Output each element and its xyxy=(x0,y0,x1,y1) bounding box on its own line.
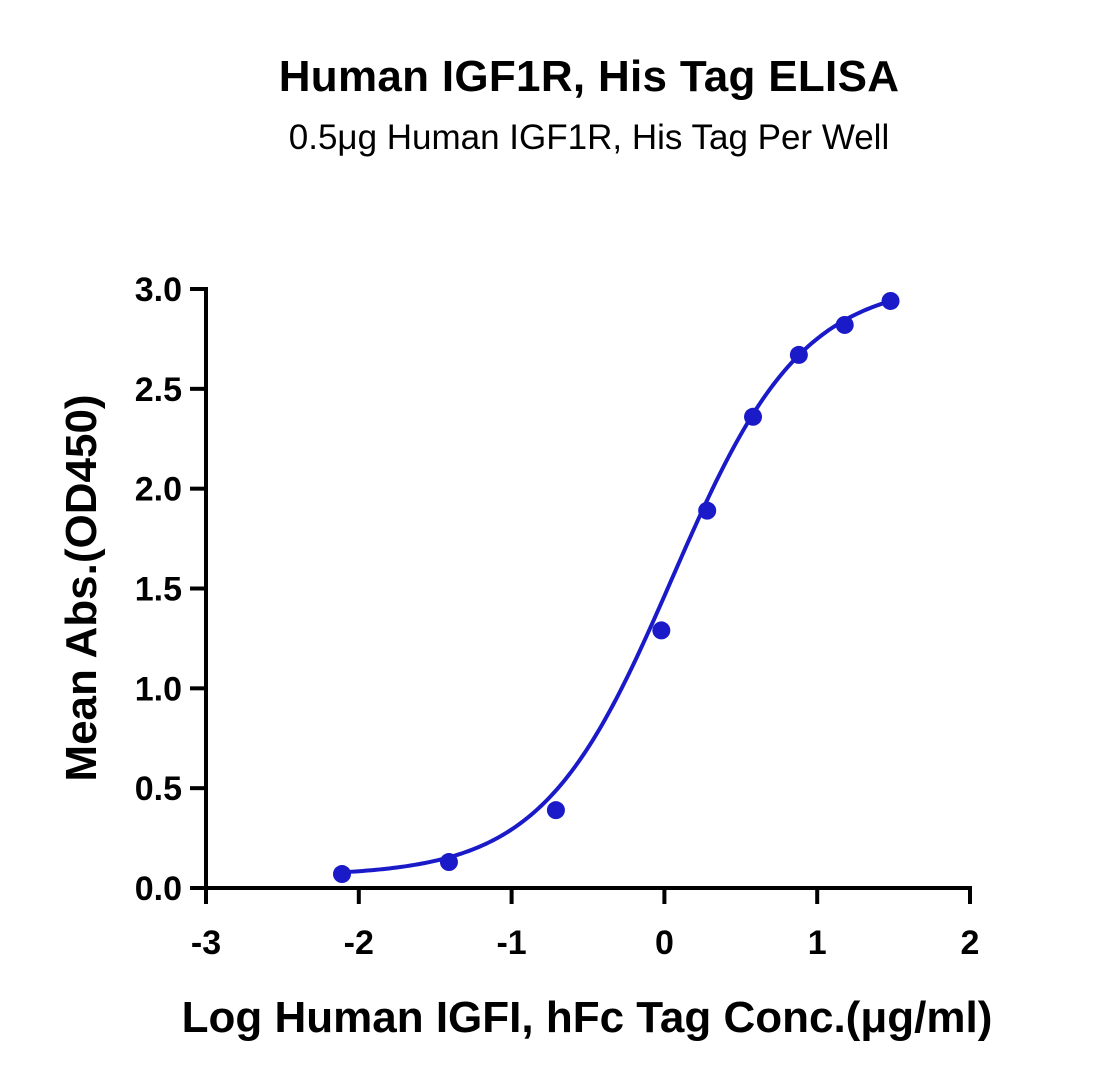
y-tick-label: 2.0 xyxy=(135,471,182,509)
data-point xyxy=(881,291,900,310)
data-point xyxy=(744,407,763,426)
x-axis-title: Log Human IGFI, hFc Tag Conc.(μg/ml) xyxy=(182,993,993,1042)
data-point xyxy=(698,501,717,520)
y-tick-label: 0.0 xyxy=(135,870,182,908)
x-tick-label: 1 xyxy=(808,924,827,962)
y-tick-label: 0.5 xyxy=(135,770,182,808)
x-tick-label: 2 xyxy=(961,924,980,962)
y-tick-label: 1.5 xyxy=(135,571,182,609)
data-points xyxy=(332,291,900,884)
fit-curve-group xyxy=(341,299,892,875)
y-tick-label: 1.0 xyxy=(135,670,182,708)
chart-subtitle: 0.5μg Human IGF1R, His Tag Per Well xyxy=(288,118,890,157)
x-tick-label: 0 xyxy=(655,924,674,962)
data-point xyxy=(439,853,458,872)
x-tick-label: -2 xyxy=(344,924,374,962)
x-tick-label: -1 xyxy=(496,924,526,962)
y-tick-label: 3.0 xyxy=(135,271,182,309)
x-axis: -3 -2 -1 0 1 2 xyxy=(191,886,980,962)
chart-title: Human IGF1R, His Tag ELISA xyxy=(278,52,900,101)
data-point xyxy=(835,315,854,334)
y-tick-label: 2.5 xyxy=(135,371,182,409)
y-axis-title: Mean Abs.(OD450) xyxy=(57,394,106,781)
x-tick-label: -3 xyxy=(191,924,221,962)
data-point xyxy=(332,865,351,884)
y-axis: 0.0 0.5 1.0 1.5 2.0 2.5 3.0 xyxy=(135,271,208,908)
data-point xyxy=(652,621,671,640)
data-point xyxy=(789,345,808,364)
data-point xyxy=(546,801,565,820)
fit-curve xyxy=(341,299,892,875)
